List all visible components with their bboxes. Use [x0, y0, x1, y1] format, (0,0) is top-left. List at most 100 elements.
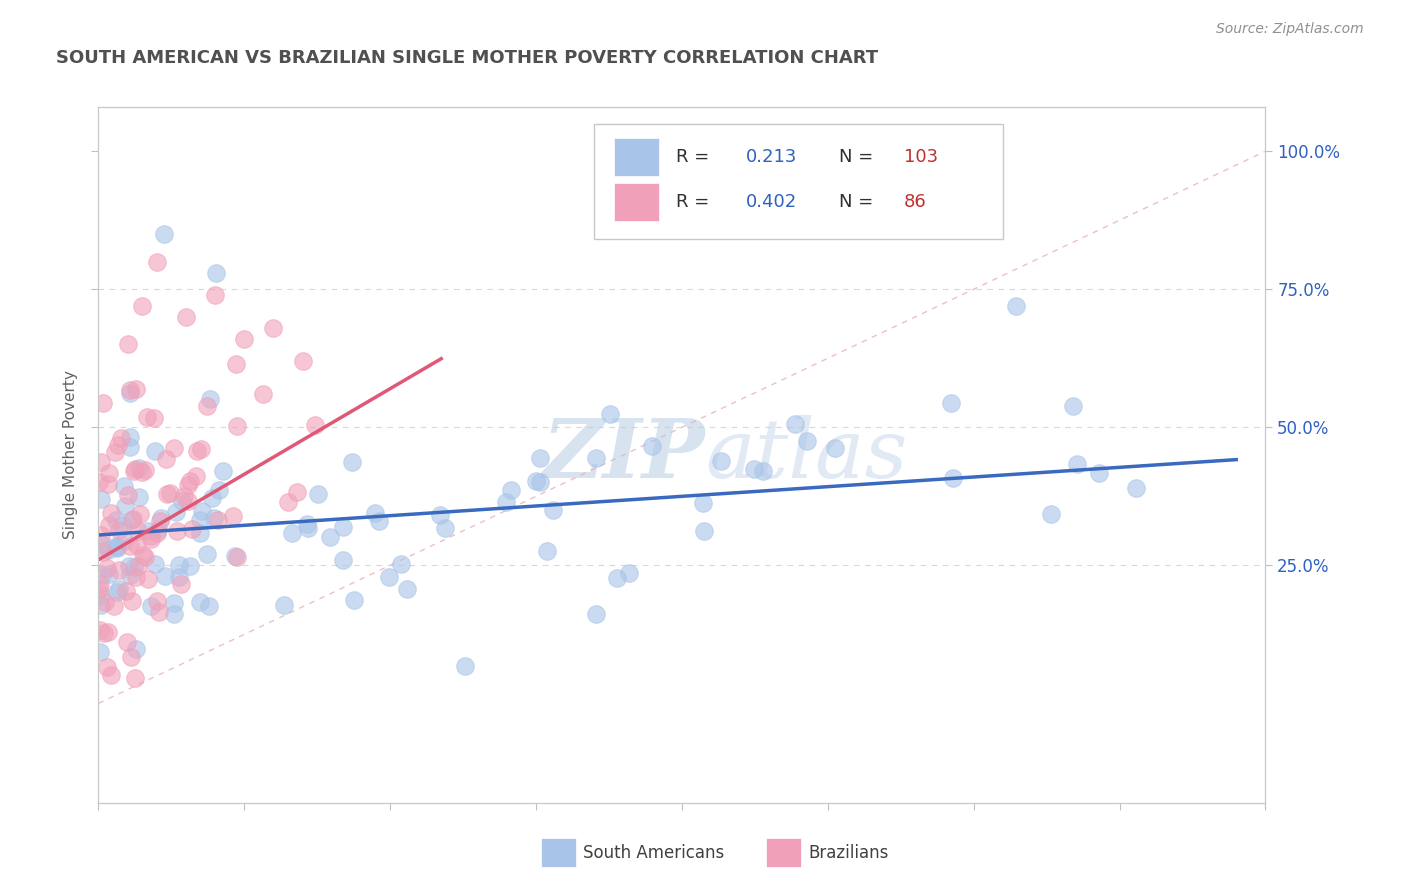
FancyBboxPatch shape	[614, 183, 658, 221]
Point	[139, 532, 162, 546]
FancyBboxPatch shape	[595, 124, 1002, 239]
Point	[529, 451, 551, 466]
Text: Brazilians: Brazilians	[808, 844, 889, 862]
Point	[129, 508, 152, 522]
Point	[163, 441, 186, 455]
Point	[692, 496, 714, 510]
Y-axis label: Single Mother Poverty: Single Mother Poverty	[63, 370, 79, 540]
Point	[125, 382, 148, 396]
Point	[143, 410, 166, 425]
Point	[224, 549, 246, 564]
Point	[107, 541, 129, 556]
Point	[143, 558, 166, 572]
Point	[222, 508, 245, 523]
Point	[118, 440, 141, 454]
Point	[153, 227, 176, 241]
Text: Source: ZipAtlas.com: Source: ZipAtlas.com	[1216, 22, 1364, 37]
Point	[148, 606, 170, 620]
Point	[108, 563, 131, 577]
Point	[104, 444, 127, 458]
Point	[107, 438, 129, 452]
Point	[318, 530, 340, 544]
Point	[121, 513, 143, 527]
Point	[97, 566, 120, 581]
Text: South Americans: South Americans	[583, 844, 724, 862]
Point	[585, 450, 607, 465]
Text: 103: 103	[904, 148, 938, 166]
Point	[173, 490, 195, 504]
Point	[304, 417, 326, 432]
Point	[710, 454, 733, 468]
Point	[125, 570, 148, 584]
Point	[208, 483, 231, 498]
Point	[195, 548, 218, 562]
Point	[693, 524, 716, 539]
Point	[105, 540, 128, 554]
Point	[186, 443, 208, 458]
Point	[225, 357, 247, 371]
Point	[167, 570, 190, 584]
Point	[97, 518, 120, 533]
Point	[124, 671, 146, 685]
Text: 86: 86	[904, 194, 927, 211]
Text: N =: N =	[839, 194, 879, 211]
Bar	[541, 838, 576, 867]
Point	[97, 477, 120, 491]
Point	[233, 332, 256, 346]
Point	[121, 594, 143, 608]
Point	[606, 572, 628, 586]
Point	[495, 495, 517, 509]
Point	[202, 511, 225, 525]
Point	[89, 576, 111, 591]
Point	[105, 585, 128, 599]
Point	[127, 524, 149, 538]
Point	[941, 396, 963, 410]
Point	[188, 513, 211, 527]
Point	[141, 529, 163, 543]
Point	[107, 582, 129, 597]
Point	[307, 486, 329, 500]
Point	[1066, 457, 1088, 471]
Point	[1088, 466, 1111, 480]
Point	[89, 644, 111, 658]
Point	[205, 266, 228, 280]
Point	[100, 507, 122, 521]
Point	[135, 410, 157, 425]
Point	[96, 660, 118, 674]
Point	[146, 594, 169, 608]
Point	[89, 624, 111, 638]
Point	[124, 462, 146, 476]
Point	[167, 558, 190, 572]
Point	[128, 461, 150, 475]
Point	[1005, 299, 1028, 313]
Point	[90, 454, 112, 468]
Point	[115, 583, 138, 598]
Point	[186, 468, 208, 483]
Point	[181, 522, 204, 536]
Point	[155, 487, 177, 501]
Bar	[766, 838, 801, 867]
Point	[343, 592, 366, 607]
Point	[105, 540, 128, 554]
Point	[163, 607, 186, 622]
Point	[212, 464, 235, 478]
Point	[252, 387, 274, 401]
Point	[1040, 507, 1063, 521]
Point	[287, 485, 309, 500]
Point	[165, 505, 187, 519]
Point	[166, 524, 188, 539]
Point	[89, 475, 111, 489]
Point	[117, 337, 139, 351]
Point	[599, 408, 621, 422]
Point	[146, 526, 169, 541]
Point	[91, 568, 114, 582]
Point	[117, 488, 139, 502]
Point	[120, 567, 142, 582]
Point	[118, 430, 141, 444]
Point	[585, 607, 607, 621]
Point	[499, 483, 522, 497]
Point	[127, 558, 149, 573]
Point	[281, 526, 304, 541]
Point	[752, 464, 775, 478]
Point	[529, 475, 551, 489]
